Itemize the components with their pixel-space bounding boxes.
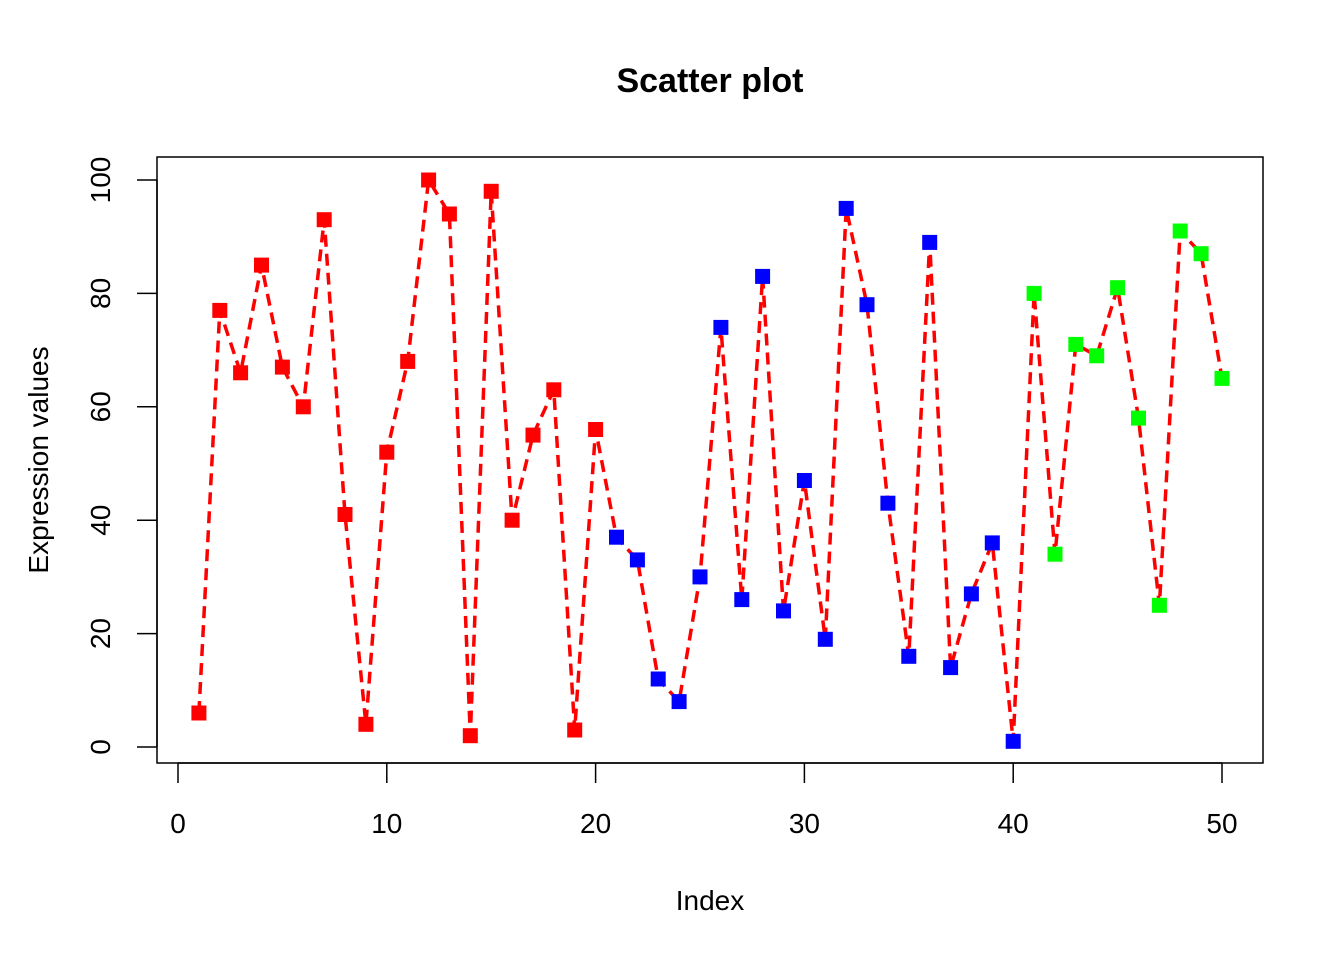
x-axis: 0 10 20 30 40 50 [170,762,1238,839]
data-point [650,671,666,687]
data-point [901,648,917,664]
y-tick-label: 80 [85,278,116,309]
data-point [922,234,938,250]
data-point [880,495,896,511]
data-point [859,297,875,313]
data-point [629,552,645,568]
data-point [776,603,791,619]
data-point [379,444,395,460]
data-point [1110,280,1126,296]
data-point [734,592,750,608]
data-point [441,206,457,222]
x-tick-label: 20 [580,808,611,839]
data-point [984,535,1000,551]
data-point [671,694,687,710]
data-point [796,473,812,488]
data-point [755,268,771,284]
data-points [191,172,1230,749]
x-tick-label: 50 [1206,808,1237,839]
data-point [692,569,708,585]
data-point [337,507,353,522]
data-point [504,512,520,528]
data-point [1131,410,1146,426]
data-point [588,422,604,437]
data-point [462,728,478,744]
y-tick-label: 60 [85,391,116,422]
x-axis-label: Index [676,885,745,916]
data-point [1005,733,1021,749]
data-point [212,302,228,318]
y-axis: 0 20 40 60 80 100 [85,157,158,755]
data-point [838,200,854,216]
x-tick-label: 40 [998,808,1029,839]
data-point [274,359,290,375]
data-point [525,427,541,443]
data-point [191,705,207,721]
data-point [1172,223,1188,239]
series-line [197,174,1224,742]
data-point [1068,336,1084,352]
data-point [358,716,374,732]
x-tick-label: 0 [170,808,186,839]
data-point [1193,246,1209,262]
data-point [609,529,624,545]
y-tick-label: 0 [85,739,116,755]
data-point [316,212,332,228]
data-point [1026,285,1042,301]
y-tick-label: 100 [85,157,116,204]
data-point [421,172,437,188]
data-point [1151,597,1167,613]
y-tick-label: 20 [85,618,116,649]
data-point [817,631,833,647]
data-point [943,660,959,676]
data-point [254,257,269,273]
x-tick-label: 30 [789,808,820,839]
data-point [1214,370,1230,386]
data-point [295,399,311,415]
data-point [546,382,562,398]
data-point [713,319,729,335]
data-point [1047,546,1063,562]
y-axis-label: Expression values [23,346,54,573]
chart-title: Scatter plot [616,62,803,100]
x-tick-label: 10 [371,808,402,839]
data-point [400,353,416,369]
data-point [483,183,499,199]
data-point [1089,348,1105,364]
data-point [567,722,583,738]
data-point [963,586,979,602]
y-tick-label: 40 [85,505,116,536]
data-point [233,365,249,381]
